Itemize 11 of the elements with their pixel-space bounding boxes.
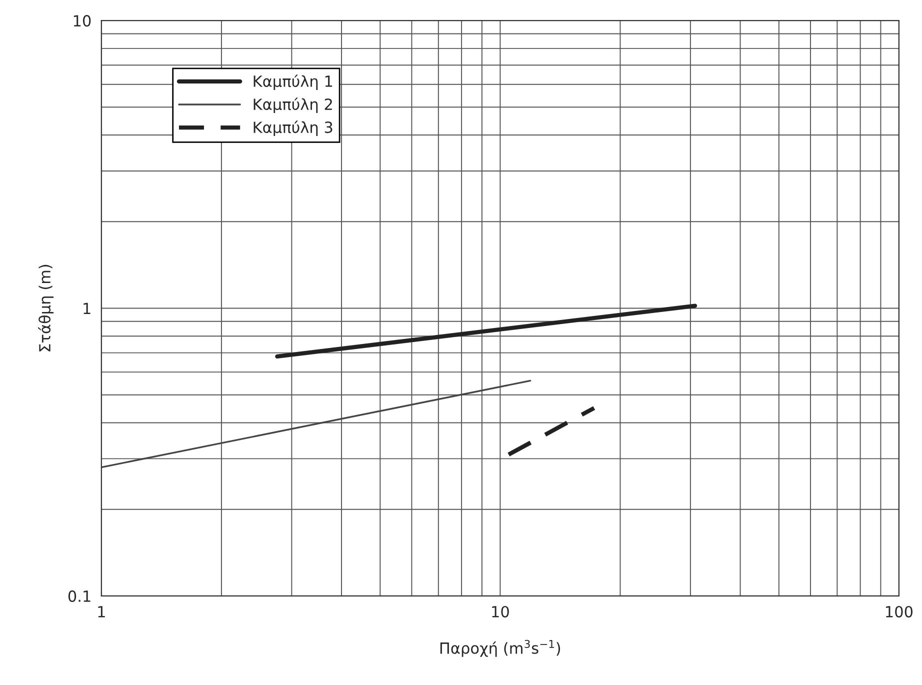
x-tick-label: 10 <box>492 606 509 618</box>
y-axis-title: Στάθμη (m) <box>38 264 54 352</box>
y-tick-label: 1 <box>84 302 90 314</box>
legend-label: Καμπύλη 1 <box>254 74 332 90</box>
x-tick-label: 1 <box>98 606 105 618</box>
y-tick-label: 10 <box>74 15 91 27</box>
legend-label: Καμπύλη 3 <box>254 120 332 136</box>
legend-label: Καμπύλη 2 <box>254 98 332 114</box>
x-tick-label: 100 <box>886 606 913 618</box>
y-tick-label: 0.1 <box>68 590 90 602</box>
x-axis-title: Παροχή (m$^{3}$s$^{−1}$) <box>440 640 560 657</box>
